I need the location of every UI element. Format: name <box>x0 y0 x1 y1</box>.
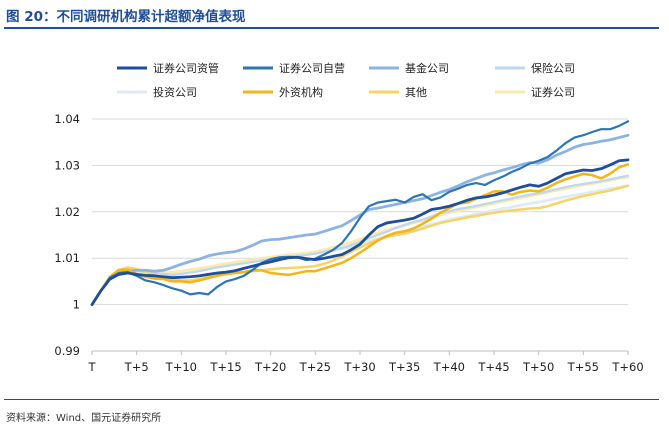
figure-title: 图 20：不同调研机构累计超额净值表现 <box>6 9 246 25</box>
series-line <box>90 133 630 306</box>
series-line <box>90 120 630 306</box>
legend-item: 其他 <box>369 86 427 99</box>
legend-item: 证券公司自营 <box>243 61 345 75</box>
y-tick-label: 1.04 <box>54 112 80 126</box>
legend-label: 外资机构 <box>279 85 323 99</box>
series-line <box>90 158 630 306</box>
x-tick-label: T+10 <box>165 360 197 374</box>
y-tick-label: 1 <box>73 298 80 312</box>
x-tick-label: T+30 <box>343 360 375 374</box>
legend-item: 投资公司 <box>117 85 197 99</box>
footer-rule <box>4 399 659 400</box>
legend-item: 保险公司 <box>495 61 575 75</box>
legend-label: 投资公司 <box>153 85 197 99</box>
x-tick-label: T+40 <box>433 360 465 374</box>
grid-lines <box>92 118 628 352</box>
series-line <box>90 163 630 306</box>
x-tick-label: T+20 <box>254 360 286 374</box>
legend-item: 外资机构 <box>243 85 323 99</box>
y-tick-label: 1.01 <box>54 251 80 265</box>
legend-label: 证券公司自营 <box>279 61 345 75</box>
legend-label: 保险公司 <box>531 61 575 75</box>
y-tick-label: 0.99 <box>54 344 80 358</box>
x-tick-label: T+45 <box>477 360 509 374</box>
legend-label: 其他 <box>405 86 427 99</box>
x-tick-label: T+50 <box>522 360 554 374</box>
legend-item: 证券公司 <box>495 85 575 99</box>
source-note: 资料来源：Wind、国元证券研究所 <box>6 413 162 424</box>
y-tick-label: 1.02 <box>54 205 80 219</box>
x-tick-label: T+25 <box>299 360 331 374</box>
y-tick-label: 1.03 <box>54 158 80 172</box>
axes: 0.99 1 1.01 1.02 1.03 1.04 T T+5 T+10 T+15 T+20 T+2… <box>54 112 643 374</box>
legend-item: 基金公司 <box>369 61 449 75</box>
x-tick-label: T+35 <box>388 360 420 374</box>
legend-label: 基金公司 <box>405 61 449 75</box>
legend-label: 证券公司资管 <box>153 61 219 75</box>
series-line <box>90 174 630 306</box>
series-lines <box>90 120 630 306</box>
legend-item: 证券公司资管 <box>117 61 219 75</box>
x-tick-label: T+55 <box>567 360 599 374</box>
x-tick-label: T+15 <box>209 360 241 374</box>
x-tick-label: T+60 <box>611 360 643 374</box>
x-tick-label: T+5 <box>124 360 149 374</box>
title-rule <box>4 27 659 29</box>
legend-label: 证券公司 <box>531 85 575 99</box>
x-tick-label: T <box>87 360 96 374</box>
